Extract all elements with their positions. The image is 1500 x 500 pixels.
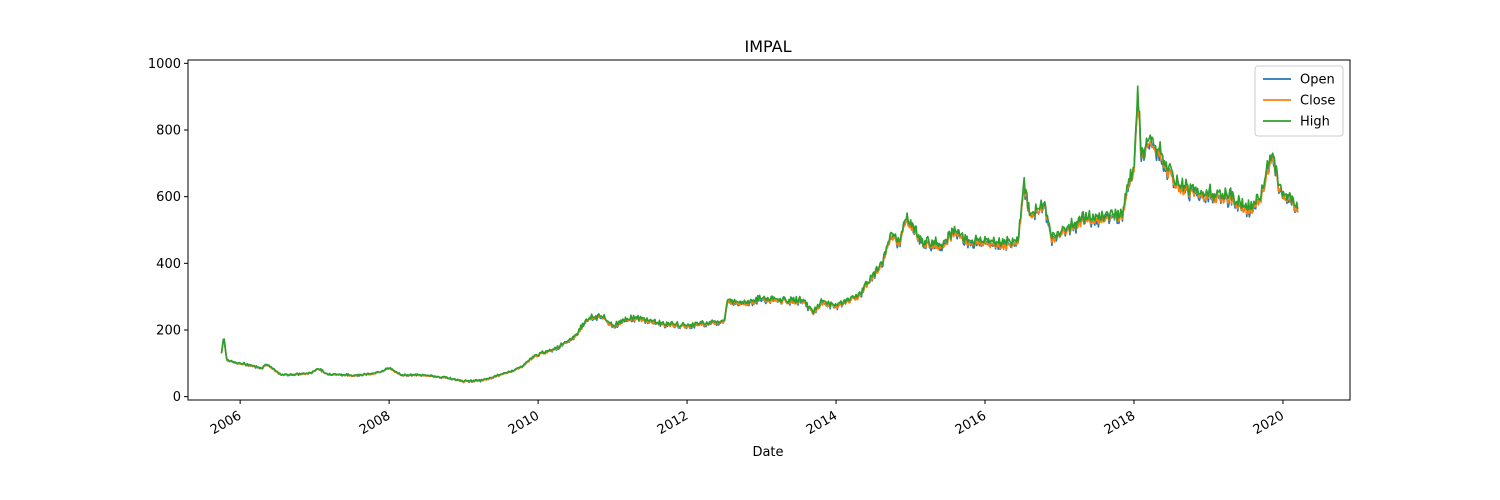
plot-area bbox=[187, 59, 1351, 401]
x-axis-label: Date bbox=[752, 445, 783, 460]
y-tick-label: 200 bbox=[156, 324, 181, 339]
legend-label-high: High bbox=[1300, 115, 1330, 130]
series-lines bbox=[220, 85, 1299, 384]
chart-title: IMPAL bbox=[744, 37, 791, 56]
plot-frame bbox=[187, 59, 1351, 401]
y-tick-label: 800 bbox=[156, 124, 181, 139]
y-axis: 0 200 400 600 800 1000 bbox=[148, 57, 188, 405]
legend-label-close: Close bbox=[1300, 94, 1335, 109]
y-tick-label: 600 bbox=[156, 190, 181, 205]
y-tick-label: 400 bbox=[156, 257, 181, 272]
y-tick-label: 0 bbox=[173, 390, 181, 405]
legend-label-open: Open bbox=[1300, 73, 1335, 88]
series-line-high bbox=[220, 85, 1299, 383]
legend: Open Close High bbox=[1254, 65, 1344, 137]
legend-box bbox=[1254, 65, 1344, 137]
y-tick-label: 1000 bbox=[148, 57, 181, 72]
